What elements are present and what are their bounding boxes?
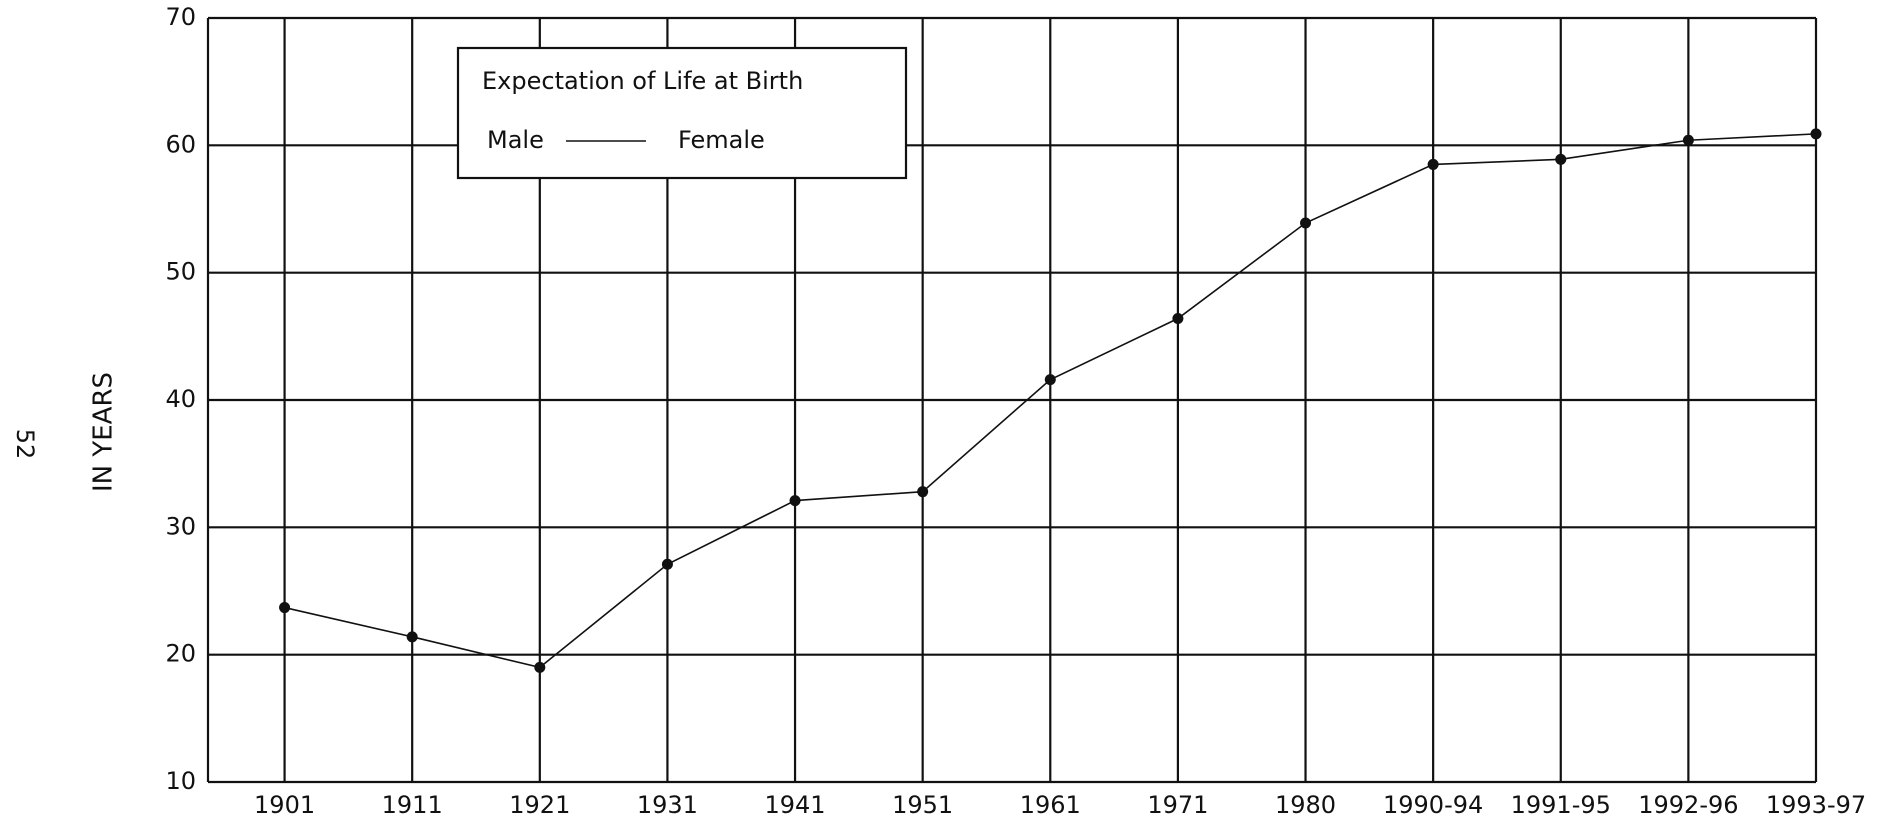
data-point xyxy=(917,486,929,498)
data-point xyxy=(661,558,673,570)
x-tick-label: 1971 xyxy=(1147,791,1208,819)
x-tick-label: 1941 xyxy=(765,791,826,819)
legend: Expectation of Life at Birth Male Female xyxy=(456,46,908,180)
legend-box xyxy=(456,46,908,180)
x-tick-label: 1931 xyxy=(637,791,698,819)
y-tick-label: 20 xyxy=(165,640,196,668)
data-point xyxy=(1810,128,1822,140)
x-tick-label: 1951 xyxy=(892,791,953,819)
y-tick-label: 50 xyxy=(165,258,196,286)
x-tick-label: 1991-95 xyxy=(1511,791,1611,819)
x-tick-label: 1992-96 xyxy=(1638,791,1738,819)
x-tick-label: 1911 xyxy=(382,791,443,819)
data-point xyxy=(789,495,801,507)
y-axis-label: IN YEARS xyxy=(89,372,119,492)
y-tick-label: 30 xyxy=(165,512,196,540)
x-tick-label: 1993-97 xyxy=(1766,791,1866,819)
page-number: 52 xyxy=(11,429,39,460)
y-tick-label: 60 xyxy=(165,130,196,158)
y-tick-label: 70 xyxy=(165,3,196,31)
y-tick-label: 10 xyxy=(165,767,196,795)
legend-title: Expectation of Life at Birth xyxy=(482,67,803,95)
data-point xyxy=(1555,153,1567,165)
data-point xyxy=(279,602,291,614)
data-point xyxy=(1044,374,1056,386)
legend-label: Male xyxy=(487,126,544,154)
data-point xyxy=(1172,313,1184,325)
x-tick-label: 1921 xyxy=(509,791,570,819)
data-point xyxy=(1682,134,1694,146)
data-point xyxy=(406,631,418,643)
data-point xyxy=(1427,158,1439,170)
x-tick-label: 1961 xyxy=(1020,791,1081,819)
y-tick-label: 40 xyxy=(165,385,196,413)
data-point xyxy=(1300,217,1312,229)
x-tick-label: 1980 xyxy=(1275,791,1336,819)
x-tick-label: 1901 xyxy=(254,791,315,819)
x-tick-label: 1990-94 xyxy=(1383,791,1483,819)
data-point xyxy=(534,661,546,673)
legend-label: Female xyxy=(678,126,765,154)
